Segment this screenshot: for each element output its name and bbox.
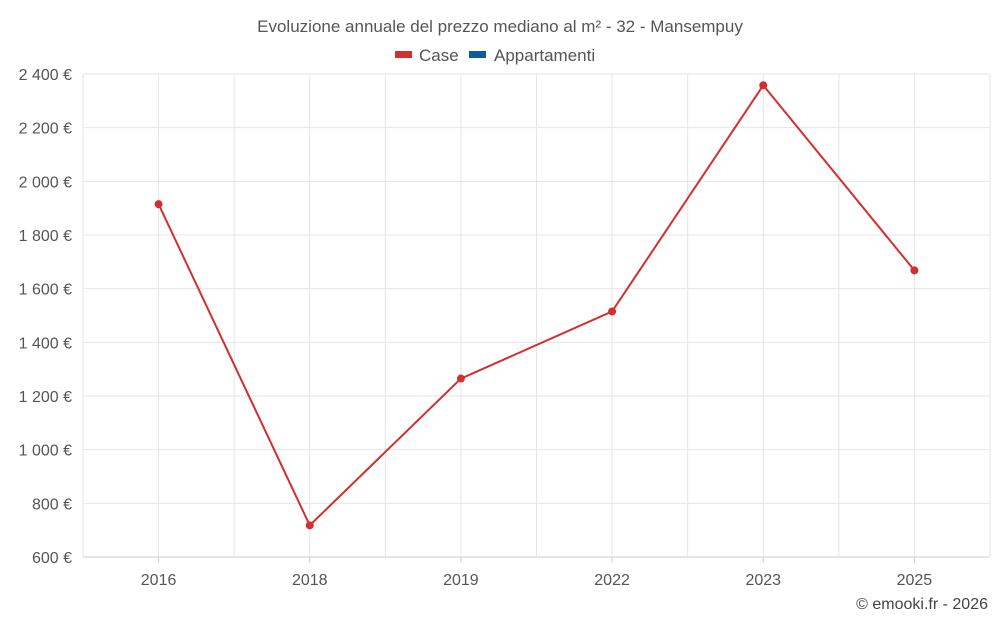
data-point[interactable] [305, 521, 314, 530]
grid [82, 73, 991, 558]
y-tick-label: 1 600 € [19, 282, 72, 299]
x-tick-label: 2016 [141, 572, 177, 589]
x-tick-label: 2025 [897, 572, 933, 589]
y-tick-label: 600 € [32, 550, 72, 567]
data-point[interactable] [456, 374, 465, 383]
legend-item-appartamenti[interactable]: Appartamenti [469, 46, 595, 65]
data-point[interactable] [759, 81, 768, 90]
credit-text: © emooki.fr - 2026 [856, 596, 988, 613]
legend-label-case: Case [419, 46, 459, 65]
y-axis-ticks: 600 € 800 € 1 000 € 1 200 € 1 400 € 1 600 € 1 … [19, 67, 72, 567]
series-case [154, 81, 919, 530]
series-line [157, 83, 916, 528]
y-tick-label: 1 000 € [19, 443, 72, 460]
legend: Case Appartamenti [395, 46, 595, 65]
data-point[interactable] [608, 307, 617, 316]
y-tick-label: 2 200 € [19, 121, 72, 138]
legend-item-case[interactable]: Case [395, 46, 459, 65]
y-tick-label: 2 400 € [19, 67, 72, 84]
x-tick-label: 2023 [745, 572, 781, 589]
x-tick-label: 2019 [443, 572, 479, 589]
y-tick-label: 1 400 € [19, 335, 72, 352]
x-tick-label: 2022 [594, 572, 630, 589]
data-point[interactable] [910, 266, 919, 275]
y-tick-label: 1 800 € [19, 228, 72, 245]
data-point[interactable] [154, 200, 163, 209]
x-axis-ticks: 2016 2018 2019 2022 2023 2025 [141, 557, 933, 589]
chart-title: Evoluzione annuale del prezzo mediano al… [257, 17, 743, 36]
legend-label-appartamenti: Appartamenti [494, 46, 595, 65]
y-tick-label: 2 000 € [19, 174, 72, 191]
x-tick-label: 2018 [292, 572, 328, 589]
y-tick-label: 800 € [32, 496, 72, 513]
legend-swatch-appartamenti [469, 51, 486, 58]
y-tick-label: 1 200 € [19, 389, 72, 406]
legend-swatch-case [395, 51, 412, 58]
